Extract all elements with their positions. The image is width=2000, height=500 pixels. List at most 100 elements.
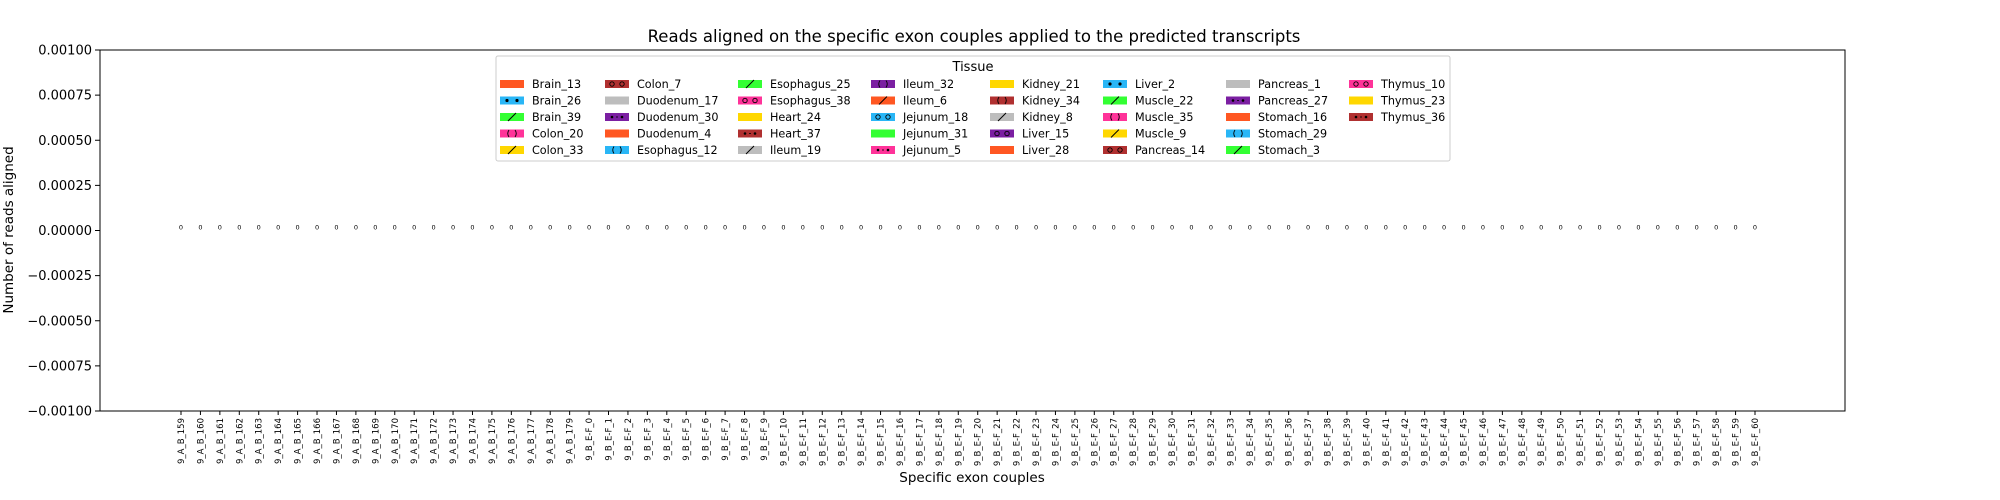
x-tick-label: 9_B_E-F_17 [915, 418, 925, 466]
legend-label: Duodenum_17 [637, 95, 718, 108]
bar-value-label: 0 [315, 224, 319, 232]
legend-label: Thymus_23 [1380, 95, 1445, 108]
y-tick-label: 0.00050 [38, 134, 92, 149]
bar-value-label: 0 [1053, 224, 1057, 232]
legend-item: Jejunum_5 [871, 144, 961, 157]
bar-value-label: 0 [956, 224, 960, 232]
legend-item: Esophagus_25 [738, 78, 851, 91]
legend-item: Brain_13 [500, 78, 581, 91]
x-tick-label: 9_B_E-F_7 [721, 418, 731, 461]
legend-label: Muscle_22 [1135, 95, 1194, 108]
bar-value-label: 0 [1306, 224, 1310, 232]
x-tick-label: 9_B_E-F_30 [1168, 418, 1178, 466]
legend-label: Liver_2 [1135, 78, 1175, 91]
legend-label: Esophagus_12 [637, 144, 718, 157]
bar-value-label: 0 [1384, 224, 1388, 232]
bar-value-label: 0 [198, 224, 202, 232]
x-tick-label: 9_B_E-F_32 [1207, 418, 1217, 466]
bar-value-label: 0 [1695, 224, 1699, 232]
bar-value-label: 0 [1539, 224, 1543, 232]
x-tick-label: 9_B_E-F_5 [682, 418, 692, 461]
bar-value-label: 0 [723, 224, 727, 232]
x-tick-label: 9_B_E-F_40 [1362, 418, 1372, 466]
legend-label: Ileum_6 [903, 95, 947, 108]
legend-item: Ileum_19 [738, 144, 821, 157]
x-tick-label: 9_A_B_163 [255, 418, 265, 464]
legend-item: Brain_39 [500, 111, 581, 124]
bar-value-label: 0 [1267, 224, 1271, 232]
legend-item: Duodenum_4 [605, 128, 711, 141]
x-tick-label: 9_B_E-F_23 [1032, 418, 1042, 466]
bar-value-label: 0 [1636, 224, 1640, 232]
legend-swatch [1103, 146, 1127, 154]
bar-value-label: 0 [1287, 224, 1291, 232]
x-tick-label: 9_B_E-F_14 [857, 418, 867, 466]
x-tick-label: 9_B_E-F_3 [643, 418, 653, 461]
legend-item: Stomach_3 [1226, 144, 1320, 157]
legend-title: Tissue [952, 60, 994, 75]
x-tick-label: 9_B_E-F_58 [1712, 418, 1722, 466]
x-tick-label: 9_B_E-F_45 [1460, 418, 1470, 466]
legend-label: Jejunum_5 [902, 144, 961, 157]
y-tick-label: 0.00100 [38, 44, 92, 59]
legend-label: Jejunum_31 [902, 128, 968, 141]
x-tick-label: 9_A_B_174 [468, 418, 478, 464]
legend-swatch [871, 113, 895, 121]
legend-label: Kidney_8 [1022, 111, 1073, 124]
legend-item: Esophagus_12 [605, 144, 718, 157]
x-tick-label: 9_B_E-F_2 [624, 418, 634, 461]
legend-item: Colon_7 [605, 78, 681, 91]
x-tick-label: 9_B_E-F_9 [760, 418, 770, 461]
bar-value-label: 0 [354, 224, 358, 232]
legend-label: Colon_7 [637, 78, 681, 91]
bar-value-label: 0 [529, 224, 533, 232]
bar-value-label: 0 [937, 224, 941, 232]
y-tick-label: −0.00025 [27, 269, 92, 284]
x-tick-label: 9_B_E-F_44 [1440, 418, 1450, 466]
x-tick-label: 9_B_E-F_20 [974, 418, 984, 466]
x-tick-label: 9_B_E-F_4 [663, 418, 673, 461]
bar-value-label: 0 [1248, 224, 1252, 232]
legend-label: Pancreas_1 [1258, 78, 1321, 91]
legend-swatch [605, 129, 629, 138]
legend-item: Ileum_32 [871, 78, 954, 91]
bar-value-label: 0 [1481, 224, 1485, 232]
x-tick-label: 9_B_E-F_36 [1285, 418, 1295, 466]
bar-value-label: 0 [470, 224, 474, 232]
x-tick-label: 9_B_E-F_57 [1693, 418, 1703, 466]
x-tick-label: 9_B_E-F_10 [779, 418, 789, 466]
bar-value-label: 0 [393, 224, 397, 232]
x-tick-label: 9_B_E-F_47 [1498, 418, 1508, 466]
legend-label: Kidney_34 [1022, 95, 1080, 108]
legend-label: Thymus_36 [1380, 111, 1445, 124]
legend-label: Pancreas_27 [1258, 95, 1328, 108]
x-tick-label: 9_A_B_167 [332, 418, 342, 464]
x-tick-label: 9_B_E-F_38 [1323, 418, 1333, 466]
bar-value-label: 0 [1461, 224, 1465, 232]
x-tick-label: 9_B_E-F_24 [1051, 418, 1061, 466]
legend-swatch [500, 80, 524, 88]
bar-value-label: 0 [704, 224, 708, 232]
legend-swatch [1226, 80, 1250, 88]
bar-value-label: 0 [898, 224, 902, 232]
x-tick-label: 9_B_E-F_25 [1071, 418, 1081, 466]
legend-item: Colon_33 [500, 144, 584, 157]
legend-item: Duodenum_17 [605, 95, 718, 108]
bar-value-label: 0 [742, 224, 746, 232]
legend-swatch [500, 129, 524, 138]
bar-value-label: 0 [976, 224, 980, 232]
x-tick-label: 9_A_B_168 [352, 418, 362, 464]
x-axis-label: Specific exon couples [899, 470, 1044, 486]
bar-series: 0 0 0 0 0 0 0 0 0 0 0 0 0 0 0 0 0 0 0 0 0 0 0 0 0 0 0 0 0 0 0 0 0 0 0 0 0 0 0 0… [179, 224, 1757, 232]
legend-swatch [990, 129, 1014, 138]
legend-item: Muscle_22 [1103, 95, 1194, 108]
legend-label: Heart_37 [770, 128, 821, 141]
x-tick-label: 9_A_B_159 [177, 418, 187, 464]
bar-value-label: 0 [412, 224, 416, 232]
bar-value-label: 0 [1345, 224, 1349, 232]
bar-value-label: 0 [878, 224, 882, 232]
bar-value-label: 0 [334, 224, 338, 232]
legend-label: Stomach_16 [1258, 111, 1327, 124]
legend-item: Kidney_34 [990, 95, 1080, 108]
